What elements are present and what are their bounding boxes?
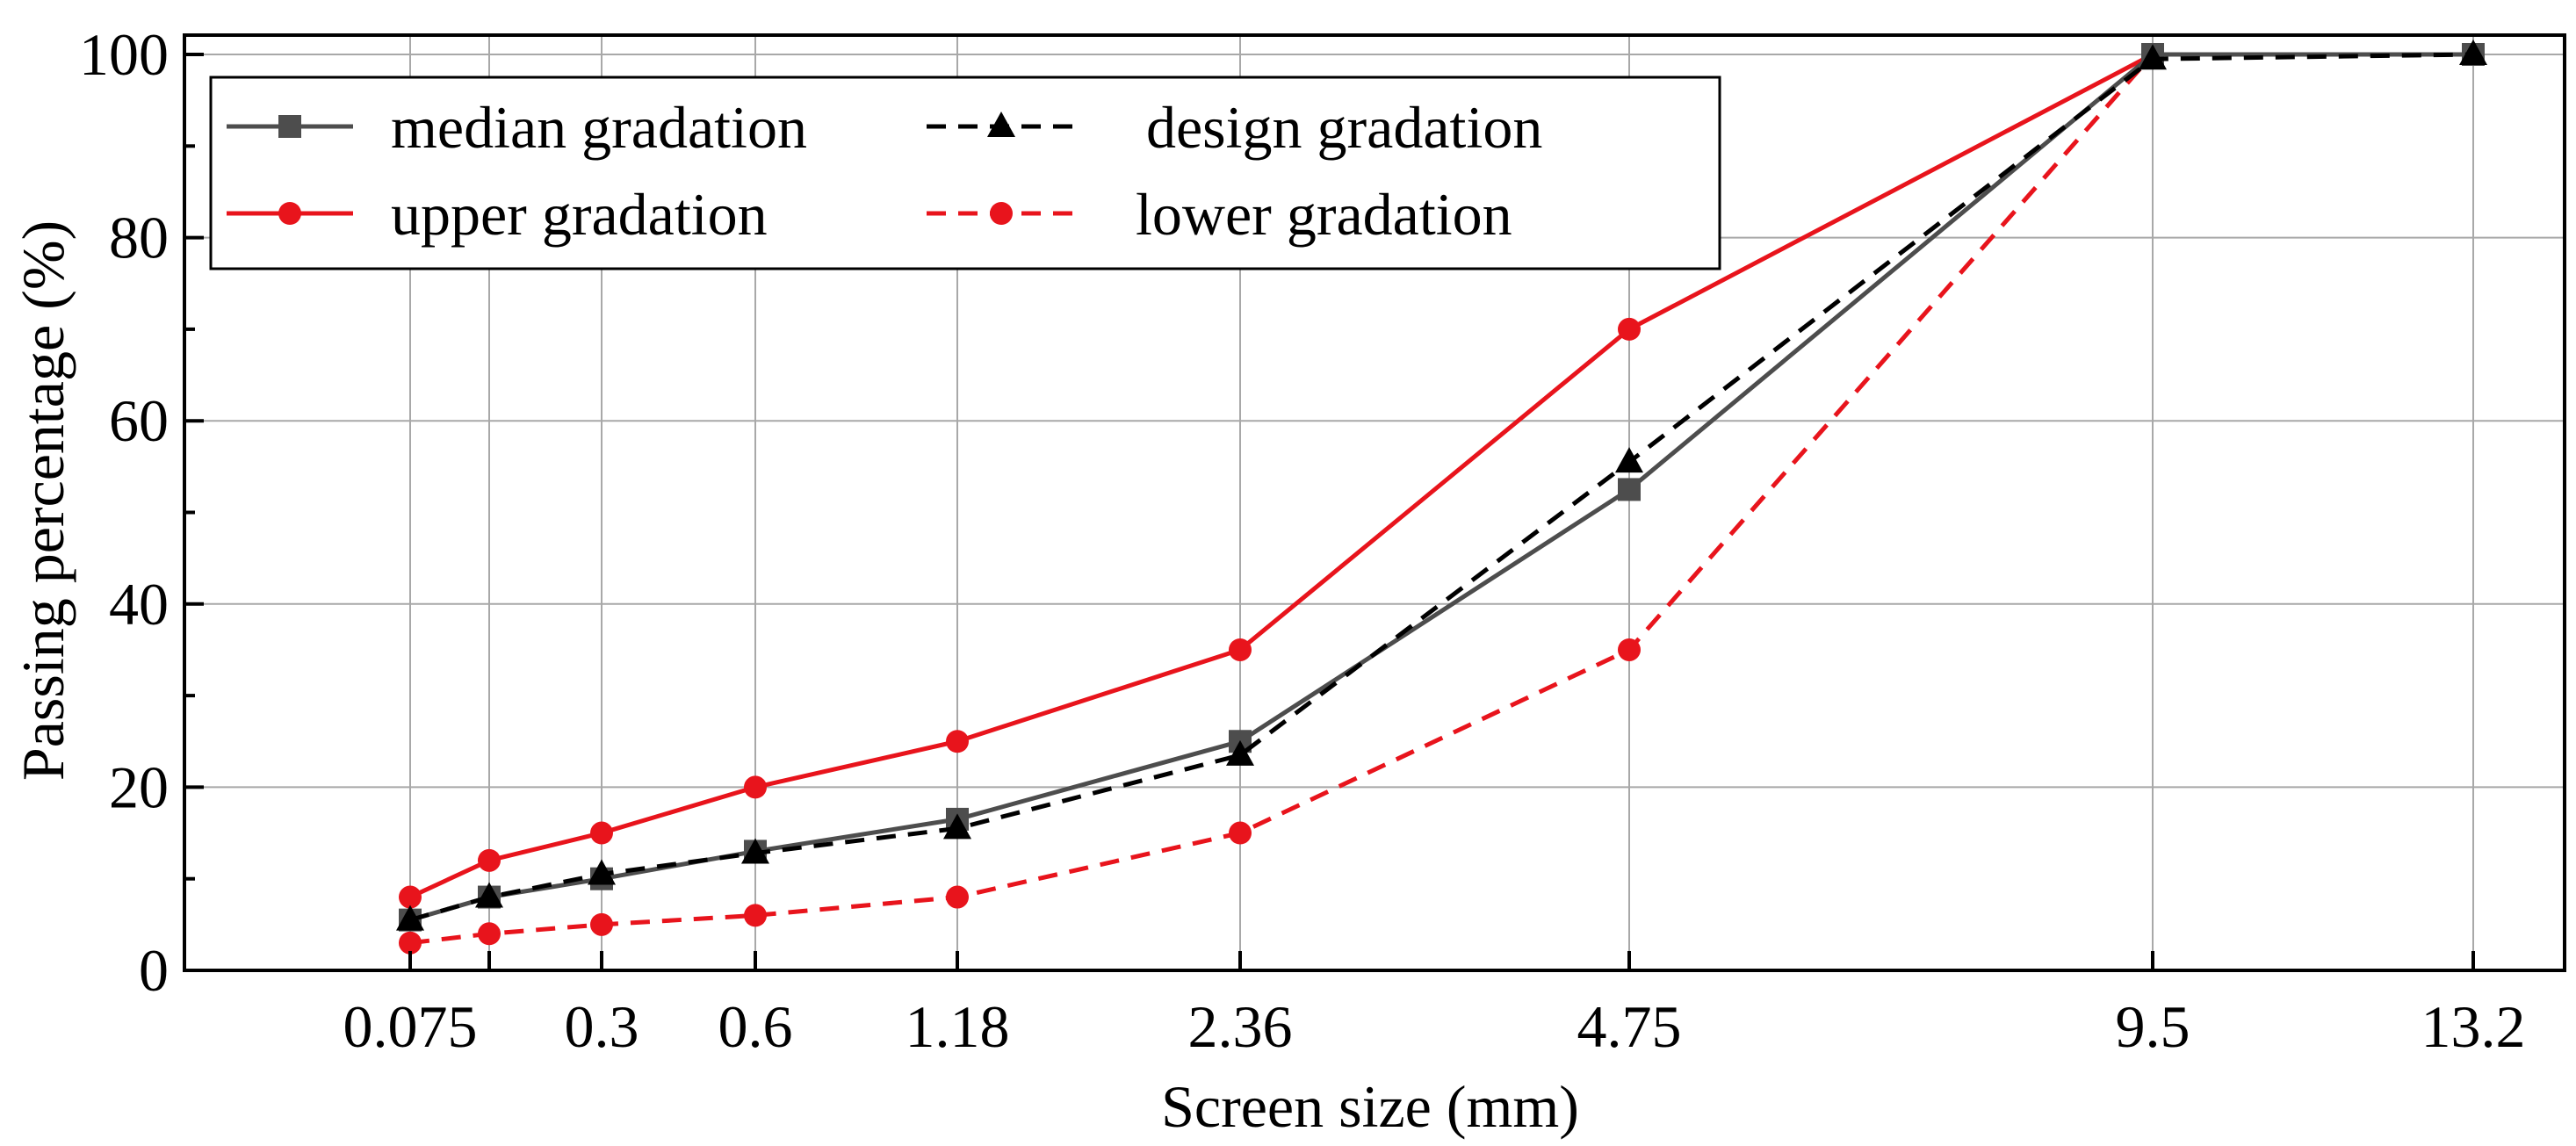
x-tick-label: 1.18 bbox=[906, 993, 1010, 1060]
data-point-lower-gradation bbox=[478, 922, 501, 946]
data-point-design-gradation bbox=[2139, 44, 2167, 70]
data-point-design-gradation bbox=[1226, 739, 1254, 766]
plot-frame bbox=[183, 33, 2566, 972]
data-point-lower-gradation bbox=[1229, 821, 1252, 845]
x-tick-label: 0.6 bbox=[718, 993, 793, 1060]
legend-item-upper-gradation: upper gradation bbox=[227, 181, 768, 248]
data-point-upper-gradation bbox=[590, 821, 613, 845]
legend-item-lower-gradation: lower gradation bbox=[927, 181, 1512, 248]
data-point-lower-gradation bbox=[399, 931, 422, 955]
legend-item-design-gradation: design gradation bbox=[927, 94, 1542, 161]
y-tick-label: 0 bbox=[139, 937, 169, 1004]
legend-marker bbox=[278, 115, 301, 138]
data-point-lower-gradation bbox=[946, 885, 969, 909]
legend-marker bbox=[987, 112, 1015, 137]
data-point-upper-gradation bbox=[399, 885, 422, 909]
data-point-lower-gradation bbox=[1618, 638, 1641, 661]
y-tick-label: 20 bbox=[109, 753, 169, 820]
data-point-design-gradation bbox=[475, 882, 503, 908]
y-tick-label: 60 bbox=[109, 387, 169, 454]
series-design-gradation bbox=[396, 40, 2487, 931]
data-point-upper-gradation bbox=[946, 730, 969, 753]
x-tick-label: 9.5 bbox=[2116, 993, 2190, 1060]
legend-box bbox=[209, 76, 1721, 270]
data-point-design-gradation bbox=[1615, 447, 1643, 473]
data-point-design-gradation bbox=[2459, 40, 2487, 65]
legend-label: lower gradation bbox=[1136, 181, 1512, 248]
x-tick-label: 0.075 bbox=[343, 993, 478, 1060]
x-tick-label: 13.2 bbox=[2421, 993, 2526, 1060]
legend-marker bbox=[278, 202, 301, 225]
data-point-design-gradation bbox=[396, 905, 424, 931]
data-point-design-gradation bbox=[741, 838, 769, 864]
y-tick-label: 80 bbox=[109, 205, 169, 271]
x-axis-title: Screen size (mm) bbox=[1161, 1073, 1579, 1140]
axis-ticks bbox=[184, 53, 2475, 972]
x-tick-label: 2.36 bbox=[1188, 993, 1293, 1060]
legend-label: median gradation bbox=[391, 94, 807, 161]
legend-label: upper gradation bbox=[391, 181, 768, 248]
data-point-design-gradation bbox=[943, 813, 971, 840]
data-point-upper-gradation bbox=[478, 848, 501, 872]
data-point-lower-gradation bbox=[744, 904, 767, 927]
legend-item-median-gradation: median gradation bbox=[227, 94, 807, 161]
data-point-upper-gradation bbox=[744, 775, 767, 799]
x-axis-tick-labels: 0.075 0.3 0.6 1.18 2.36 4.75 9.5 13.2 bbox=[343, 993, 2526, 1060]
series-layer bbox=[396, 40, 2487, 955]
data-point-design-gradation bbox=[588, 859, 616, 885]
legend: median gradation design gradation upper gr… bbox=[209, 76, 1721, 270]
y-tick-label: 40 bbox=[109, 571, 169, 638]
legend-marker bbox=[990, 202, 1013, 225]
y-axis-title: Passing percentage (%) bbox=[10, 220, 76, 781]
x-tick-label: 0.3 bbox=[565, 993, 639, 1060]
data-point-median-gradation bbox=[1618, 478, 1641, 501]
legend-items: median gradation design gradation upper gr… bbox=[227, 94, 1542, 248]
x-tick-label: 4.75 bbox=[1577, 993, 1682, 1060]
data-point-lower-gradation bbox=[590, 912, 613, 936]
y-tick-label: 100 bbox=[79, 21, 169, 88]
legend-label: design gradation bbox=[1146, 94, 1542, 161]
data-point-upper-gradation bbox=[1618, 317, 1641, 341]
y-axis-tick-labels: 0 20 40 60 80 100 bbox=[79, 21, 169, 1004]
data-point-upper-gradation bbox=[1229, 638, 1252, 661]
